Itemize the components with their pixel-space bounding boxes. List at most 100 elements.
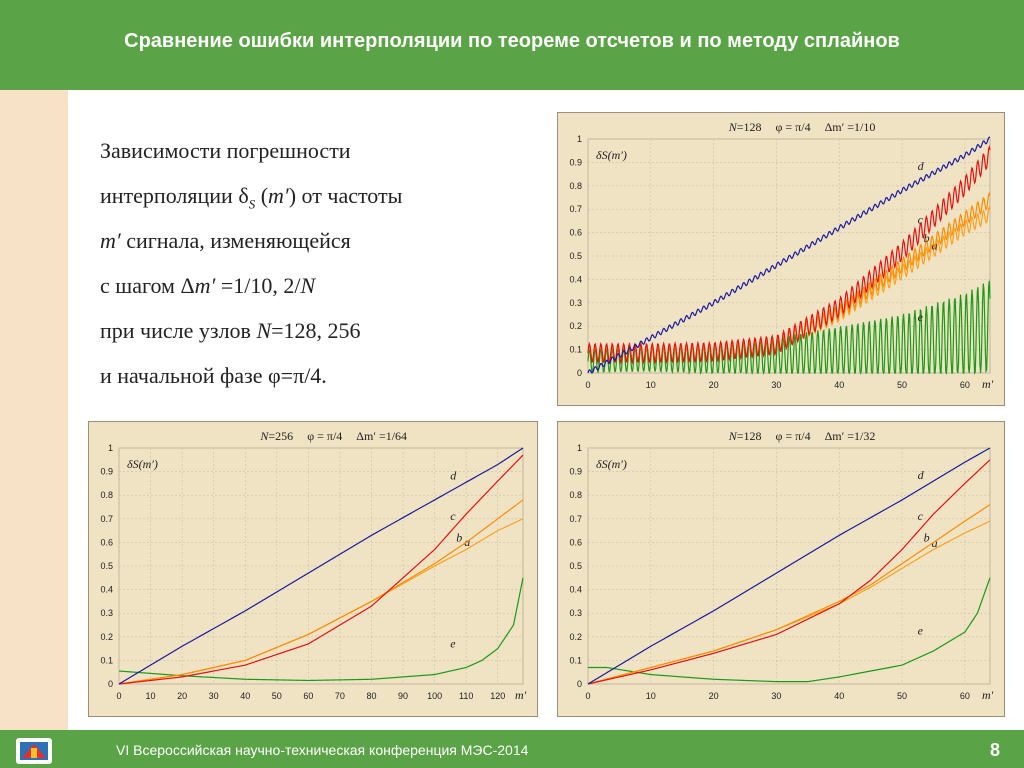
series-line-d: [587, 447, 991, 685]
desc-text: сигнала, изменяющейся: [120, 228, 351, 253]
chart-svg: 00.10.20.30.40.50.60.70.80.910 10 20 30 40 50…: [88, 421, 538, 717]
m-prime: m′: [194, 273, 216, 298]
header-bar: [0, 0, 1024, 90]
chart-frame: [557, 421, 1005, 717]
y-axis-label: δS(m′): [596, 148, 627, 162]
y-tick-label: 0.4: [569, 585, 582, 595]
chart-title: N=256 φ = π/4 Δm′ =1/64: [259, 429, 407, 443]
n-symbol: N: [256, 318, 272, 343]
series-line-b: [118, 499, 524, 685]
delta-symbol: Δ: [180, 273, 195, 298]
x-tick-label: 60: [960, 380, 970, 390]
x-tick-label: 10: [646, 691, 656, 701]
y-tick-label: 0.6: [569, 537, 582, 547]
series-line-d: [587, 136, 991, 374]
footer-bar: [0, 730, 1024, 768]
desc-text: с шагом: [100, 273, 181, 298]
y-tick-label: 0: [108, 679, 113, 689]
series-line-b: [587, 504, 991, 685]
series-label-d: d: [918, 159, 925, 173]
x-tick-label: 0: [585, 380, 590, 390]
x-tick-label: 40: [834, 691, 844, 701]
series-label-e: e: [450, 636, 456, 650]
series-label-c: c: [450, 509, 456, 523]
y-tick-label: 0.8: [569, 490, 582, 500]
y-tick-label: 0.6: [569, 228, 582, 238]
chart-svg: 00.10.20.30.40.50.60.70.80.910 10 20 30 40 50…: [557, 112, 1005, 406]
y-tick-label: 0.4: [100, 585, 113, 595]
x-tick-label: 30: [771, 691, 781, 701]
footer-conference-text: VI Всероссийская научно-техническая конф…: [116, 742, 529, 758]
description-text: Зависимости погрешности интерполяции δS …: [100, 128, 540, 398]
x-tick-label: 40: [240, 691, 250, 701]
y-tick-label: 0.2: [569, 632, 582, 642]
left-decor-band: [0, 90, 68, 730]
y-tick-label: 0.8: [569, 181, 582, 191]
x-axis-label: m′: [982, 377, 994, 391]
y-tick-label: 0.6: [100, 537, 113, 547]
series-line-e: [587, 280, 991, 376]
desc-line-2: интерполяции δS (m′) от частоты: [100, 173, 540, 218]
series-label-a: a: [932, 536, 938, 550]
x-axis-label: m′: [515, 688, 527, 702]
chart-n128-dm-1-10: 0 0.1 0.2 0.3 0.4 0.5 0.6 0.7 0.8 0.9 1 0 10 20 30 40 50…: [557, 112, 1005, 406]
y-tick-label: 0.8: [100, 490, 113, 500]
page-number: 8: [989, 740, 1000, 760]
desc-text: Зависимости погрешности: [100, 138, 351, 163]
desc-line-4: с шагом Δm′ =1/10, 2/N: [100, 263, 540, 308]
x-tick-label: 110: [459, 691, 473, 701]
x-tick-label: 50: [272, 691, 282, 701]
x-tick-label: 0: [585, 691, 590, 701]
desc-text: интерполяции: [100, 183, 239, 208]
x-tick-label: 20: [177, 691, 187, 701]
x-tick-label: 20: [709, 691, 719, 701]
n-symbol: N: [300, 273, 316, 298]
chart-title: N=128 φ = π/4 Δm′ =1/32: [728, 429, 876, 443]
y-tick-label: 0.7: [569, 514, 582, 524]
chart-frame: [88, 421, 538, 717]
series-label-c: c: [918, 509, 924, 523]
y-tick-label: 0.3: [100, 608, 113, 618]
x-tick-label: 50: [897, 691, 907, 701]
x-axis-label: m′: [982, 688, 994, 702]
y-tick-label: 0.7: [100, 514, 113, 524]
series-label-b: b: [924, 231, 930, 245]
desc-text: и начальной фазе φ=π/4.: [100, 363, 327, 388]
x-tick-label: 60: [960, 691, 970, 701]
series-label-d: d: [918, 468, 925, 482]
desc-text: ) от частоты: [288, 183, 403, 208]
x-tick-label: 30: [209, 691, 219, 701]
y-tick-label: 1: [577, 134, 582, 144]
series-label-b: b: [456, 530, 462, 544]
chart-n256-dm-1-64: 0 0.1 0.2 0.3 0.4 0.5 0.6 0.7 0.8 0.9 1 0 10 20 30 40 50…: [88, 421, 538, 717]
series-line-d: [118, 447, 524, 685]
subscript-s: S: [248, 196, 256, 212]
series-label-b: b: [924, 530, 930, 544]
x-tick-label: 70: [335, 691, 345, 701]
y-tick-label: 0.4: [569, 274, 582, 284]
desc-line-6: и начальной фазе φ=π/4.: [100, 353, 540, 398]
x-tick-label: 120: [490, 691, 505, 701]
series-label-e: e: [918, 623, 924, 637]
page-title: Сравнение ошибки интерполяции по теореме…: [124, 30, 900, 52]
desc-text: =1/10, 2/: [215, 273, 301, 298]
desc-text: (: [255, 183, 269, 208]
desc-line-5: при числе узлов N=128, 256: [100, 308, 540, 353]
y-tick-label: 0: [577, 679, 582, 689]
desc-text: =128, 256: [271, 318, 361, 343]
series-label-c: c: [918, 212, 924, 226]
y-tick-label: 0.7: [569, 204, 582, 214]
x-tick-label: 90: [398, 691, 408, 701]
series-line-c: [587, 144, 991, 365]
y-tick-label: 0.5: [569, 561, 582, 571]
delta-symbol: δ: [238, 183, 249, 208]
y-tick-label: 0.9: [569, 157, 582, 167]
y-tick-label: 0.5: [569, 251, 582, 261]
y-tick-label: 0.3: [569, 608, 582, 618]
y-tick-label: 0.1: [569, 345, 582, 355]
x-tick-label: 0: [116, 691, 121, 701]
x-tick-label: 60: [303, 691, 313, 701]
y-tick-label: 1: [577, 443, 582, 453]
series-line-c: [587, 459, 991, 685]
y-tick-label: 0.2: [569, 321, 582, 331]
